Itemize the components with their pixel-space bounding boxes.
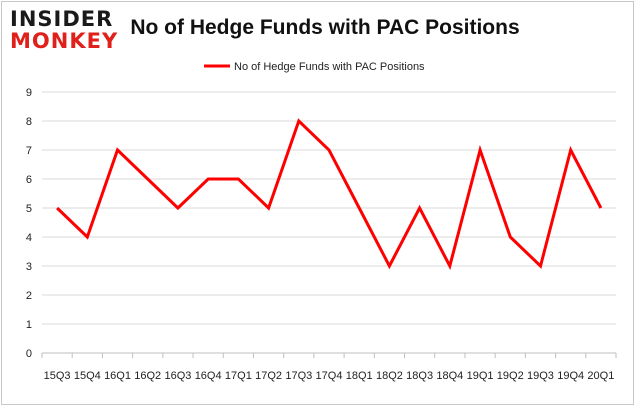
y-tick-label: 6 — [26, 174, 32, 186]
data-point — [86, 236, 89, 239]
data-point — [56, 207, 59, 210]
data-point — [479, 149, 482, 152]
y-tick-label: 2 — [26, 290, 32, 302]
data-point — [207, 178, 210, 181]
y-tick-label: 9 — [26, 87, 32, 99]
data-point — [358, 207, 361, 210]
x-tick-label: 17Q1 — [225, 370, 252, 382]
x-tick-label: 17Q2 — [255, 370, 282, 382]
x-tick-label: 19Q3 — [527, 370, 554, 382]
x-tick-label: 18Q2 — [376, 370, 403, 382]
insider-monkey-logo: INSIDER MONKEY — [10, 8, 120, 58]
data-point — [237, 178, 240, 181]
data-point — [388, 265, 391, 268]
data-point — [267, 207, 270, 210]
data-point — [599, 207, 602, 210]
logo-text-bottom: MONKEY — [10, 29, 119, 53]
x-tick-label: 16Q4 — [195, 370, 222, 382]
x-tick-label: 15Q4 — [74, 370, 101, 382]
x-tick-label: 18Q4 — [436, 370, 463, 382]
x-tick-label: 20Q1 — [587, 370, 614, 382]
data-point — [569, 149, 572, 152]
x-tick-label: 19Q1 — [467, 370, 494, 382]
data-point — [146, 178, 149, 181]
x-tick-label: 17Q3 — [285, 370, 312, 382]
x-tick-label: 18Q1 — [346, 370, 373, 382]
x-tick-label: 16Q2 — [134, 370, 161, 382]
y-tick-label: 8 — [26, 116, 32, 128]
x-tick-label: 16Q1 — [104, 370, 131, 382]
series-line — [56, 118, 603, 271]
logo-text-top: INSIDER — [10, 7, 114, 31]
y-tick-label: 7 — [26, 145, 32, 157]
data-point — [539, 265, 542, 268]
data-point — [176, 207, 179, 210]
data-point — [509, 236, 512, 239]
data-point — [116, 149, 119, 152]
data-point — [448, 265, 451, 268]
x-tick-label: 19Q2 — [497, 370, 524, 382]
x-tick-label: 18Q3 — [406, 370, 433, 382]
x-tick-label: 15Q3 — [44, 370, 71, 382]
x-tick-label: 17Q4 — [316, 370, 343, 382]
data-point — [328, 149, 331, 152]
x-tick-label: 16Q3 — [164, 370, 191, 382]
y-tick-label: 5 — [26, 203, 32, 215]
data-point — [297, 120, 300, 123]
y-tick-label: 1 — [26, 319, 32, 331]
y-tick-label: 4 — [26, 232, 32, 244]
legend-label: No of Hedge Funds with PAC Positions — [234, 61, 425, 73]
x-tick-label: 19Q4 — [557, 370, 584, 382]
y-tick-label: 0 — [26, 348, 32, 360]
data-point — [418, 207, 421, 210]
y-tick-label: 3 — [26, 261, 32, 273]
chart-title: No of Hedge Funds with PAC Positions — [130, 16, 520, 39]
